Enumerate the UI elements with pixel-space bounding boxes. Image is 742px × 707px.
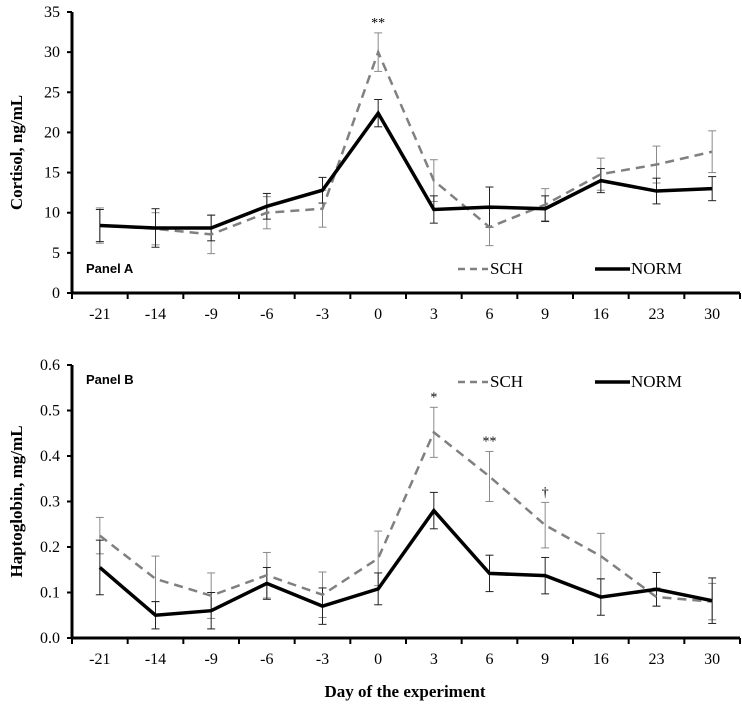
panel-label: Panel A (86, 261, 134, 276)
y-tick-label: 0.6 (40, 357, 60, 374)
x-tick-label: 6 (486, 306, 494, 323)
legend-label-norm: NORM (631, 259, 682, 278)
y-tick-label: 10 (44, 205, 60, 222)
x-tick-label: 0 (374, 651, 382, 668)
y-tick-label: 0.3 (40, 494, 60, 511)
y-tick-label: 0.4 (40, 448, 60, 465)
x-tick-label: 23 (649, 306, 665, 323)
series-line-norm (98, 507, 713, 618)
significance-marker: ** (371, 16, 385, 31)
x-tick-label: 16 (593, 651, 609, 668)
y-tick-label: 15 (44, 165, 60, 182)
y-tick-label: 0 (52, 285, 60, 302)
x-tick-label: -21 (89, 306, 110, 323)
significance-marker: * (430, 390, 437, 405)
y-tick-label: 25 (44, 84, 60, 101)
x-tick-label: -14 (145, 651, 166, 668)
y-tick-label: 0.1 (40, 585, 60, 602)
x-tick-label: -9 (205, 651, 218, 668)
y-tick-label: 5 (52, 245, 60, 262)
x-tick-label: 9 (541, 306, 549, 323)
y-tick-label: 20 (44, 124, 60, 141)
x-tick-label: 16 (593, 306, 609, 323)
legend-label-norm: NORM (631, 372, 682, 391)
panel-b: 0.0 0.1 0.2 0.3 0.4 0.5 0.6 -21 -14 -9 -6 -3 0 3 6 9 16 2… (7, 357, 741, 668)
y-tick-label: 0.5 (40, 403, 60, 420)
panel-a: 0 5 10 15 20 25 30 35 -21 -14 -9 -6 -3 0 3 6 9 16 23 30 Cort… (7, 4, 741, 323)
x-tick-label: 3 (430, 306, 438, 323)
x-tick-label: -6 (260, 651, 273, 668)
panel-label: Panel B (86, 372, 134, 387)
series-line-norm (99, 109, 713, 230)
x-tick-label: 9 (541, 651, 549, 668)
x-tick-label: -9 (205, 306, 218, 323)
x-axis-label: Day of the experiment (325, 682, 486, 701)
y-axis-label: Cortisol, ng/mL (7, 95, 26, 210)
x-tick-label: -3 (316, 651, 329, 668)
x-tick-label: 0 (374, 306, 382, 323)
x-tick-label: -6 (260, 306, 273, 323)
x-tick-label: 3 (430, 651, 438, 668)
legend-label-sch: SCH (490, 259, 523, 278)
x-tick-label: 23 (649, 651, 665, 668)
significance-marker: † (542, 485, 549, 500)
x-tick-label: -3 (316, 306, 329, 323)
x-tick-label: 30 (704, 651, 720, 668)
series-line-sch (99, 48, 713, 236)
significance-marker: ** (483, 434, 497, 449)
x-tick-label: 30 (704, 306, 720, 323)
y-tick-label: 30 (44, 44, 60, 61)
y-tick-label: 35 (44, 4, 60, 21)
y-tick-label: 0.0 (40, 630, 60, 647)
y-tick-label: 0.2 (40, 539, 60, 556)
x-tick-label: 6 (486, 651, 494, 668)
x-tick-label: -14 (145, 306, 166, 323)
y-axis-label: Haptoglobin, mg/mL (7, 425, 26, 577)
series-line-sch (99, 430, 713, 603)
legend-label-sch: SCH (490, 372, 523, 391)
x-tick-label: -21 (89, 651, 110, 668)
